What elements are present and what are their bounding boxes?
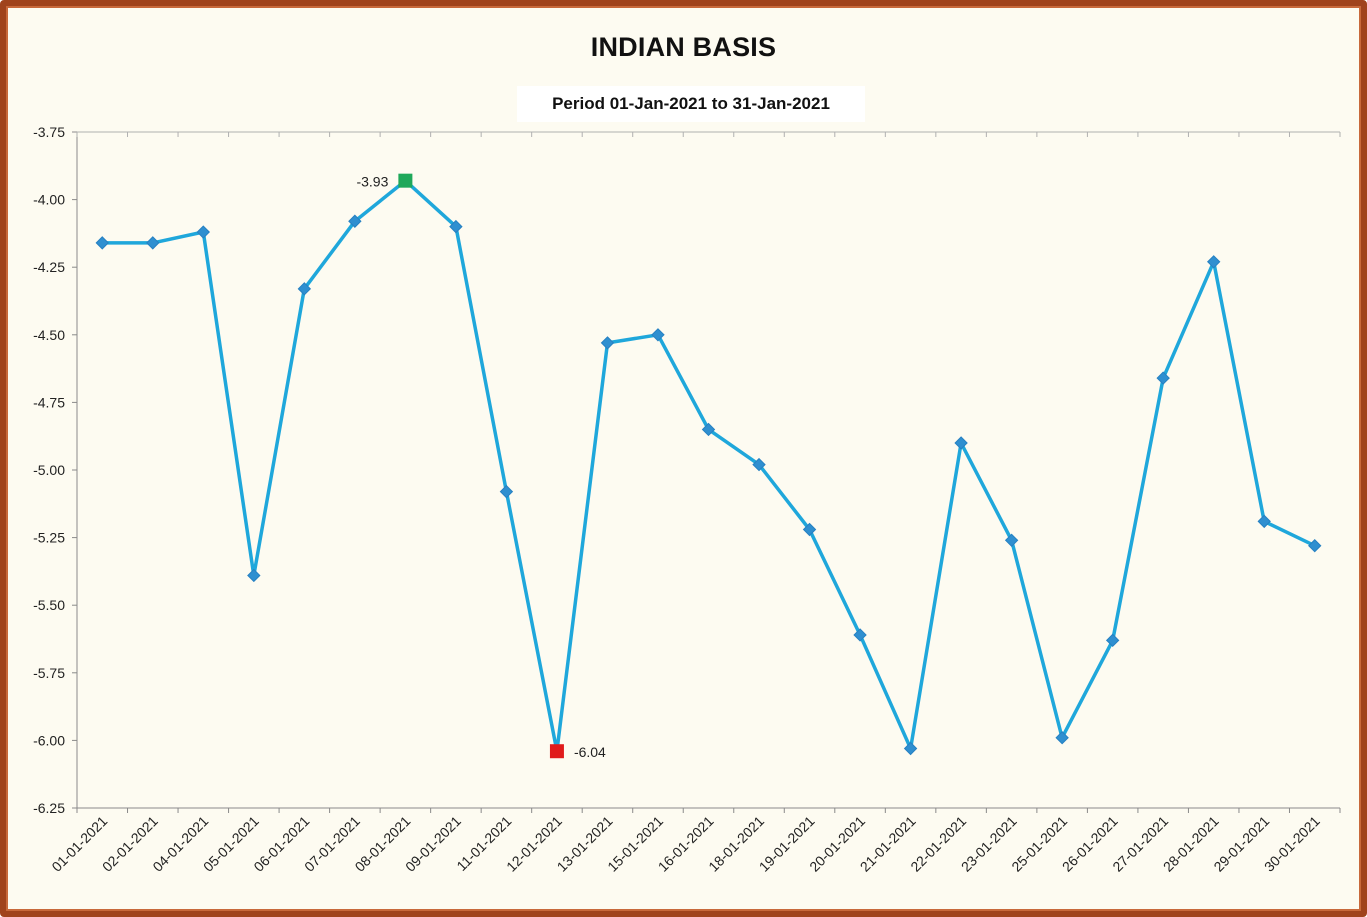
data-point-marker [196,225,211,239]
data-point-marker [954,436,968,450]
y-tick-label: -4.75 [33,394,65,410]
data-point-marker [146,236,160,250]
data-point-marker [1055,730,1069,745]
y-tick-label: -5.00 [33,462,65,478]
data-point-marker [297,282,312,296]
y-tick-label: -3.75 [33,124,65,140]
data-point-marker [499,484,514,499]
min-point-marker [549,744,564,759]
data-point-marker [247,568,261,583]
data-point-marker [348,214,362,228]
y-tick-label: -4.25 [33,259,65,275]
data-point-marker [95,236,109,250]
max-point-marker [398,173,413,188]
data-point-marker [853,628,867,642]
data-point-marker [1257,514,1271,529]
data-point-marker [701,422,716,437]
y-tick-label: -5.75 [33,665,65,681]
series-line [100,178,1317,753]
max-data-label: -3.93 [356,174,388,190]
y-tick-label: -6.00 [33,732,65,748]
data-point-marker [1004,533,1019,548]
y-tick-label: -6.25 [33,800,65,816]
data-point-marker [1206,255,1221,269]
chart-subtitle: Period 01-Jan-2021 to 31-Jan-2021 [517,86,865,122]
chart-title: INDIAN BASIS [590,32,777,62]
data-point-marker [802,522,817,537]
data-point-marker [449,219,463,234]
data-point-marker [1105,633,1120,648]
chart-subtitle-text: Period 01-Jan-2021 to 31-Jan-2021 [552,94,830,113]
min-data-label: -6.04 [574,744,606,760]
y-tick-label: -4.50 [33,327,65,343]
data-point-marker [752,457,766,472]
data-point-marker [1156,371,1170,385]
data-point-marker [600,336,615,350]
y-tick-label: -5.25 [33,530,65,546]
data-point-marker [903,741,918,756]
data-point-marker [1308,539,1322,553]
y-tick-label: -5.50 [33,597,65,613]
y-tick-label: -4.00 [33,192,65,208]
data-point-marker [651,328,665,342]
